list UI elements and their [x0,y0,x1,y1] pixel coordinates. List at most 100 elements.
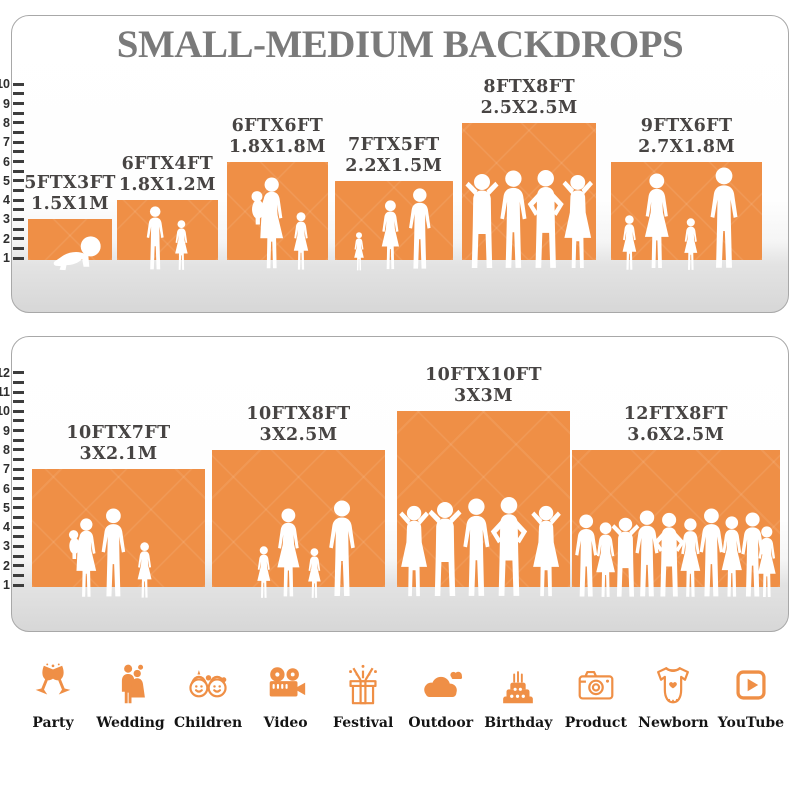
ruler-number: 6 [3,154,10,169]
ruler-number: 5 [3,173,10,188]
category-row: Party Wedding Children Video Festival Outdoor… [16,662,788,731]
category-label-wedding: Wedding [96,715,165,731]
party-icon [30,662,76,708]
ruler-tick [13,198,24,202]
ruler-tick [13,390,24,394]
ruler-tick [13,82,24,86]
ruler-tick-minor [13,438,24,442]
ruler-tick [13,448,24,452]
category-wedding: Wedding [94,662,168,731]
ruler-number: 2 [3,231,10,246]
ruler-number: 3 [3,212,10,227]
festival-icon [340,662,386,708]
backdrop-label-6FTX4FT: 6FTX4FT 1.8X1.2M [57,154,277,196]
figure-man-silhouette [95,508,132,600]
ruler-number: 12 [0,365,10,380]
ruler-tick-minor [13,380,24,384]
backdrop-size-m: 1.5X1M [31,194,109,215]
backdrop-size-ft: 6FTX6FT [231,115,324,136]
ruler-tick-minor [13,246,24,250]
ruler-number: 11 [0,385,10,399]
ruler-number: 8 [3,442,10,457]
ruler-tick [13,564,24,568]
category-birthday: Birthday [481,662,555,731]
category-youtube: YouTube [714,662,788,731]
outdoor-icon [418,662,464,708]
category-label-youtube: YouTube [717,715,785,731]
ruler-tick [13,506,24,510]
ruler-tick-minor [13,92,24,96]
backdrop-rect-9FTX6FT [611,161,763,260]
figure-girl-silhouette [680,218,702,272]
ruler-tick [13,256,24,260]
ruler-tick-minor [13,208,24,212]
figure-womanup-silhouette [555,173,601,272]
ruler-tick-minor [13,400,24,404]
figure-womanup-silhouette [524,504,568,600]
ruler-number: 7 [3,462,10,477]
ruler-number: 5 [3,500,10,515]
backdrop-label-12FTX8FT: 12FTX8FT 3.6X2.5M [566,404,786,446]
ruler-tick [13,409,24,413]
ruler-tick [13,467,24,471]
ruler-number: 8 [3,115,10,130]
ruler-number: 10 [0,404,10,419]
ruler-number: 2 [3,558,10,573]
ruler-tick-minor [13,477,24,481]
ruler-tick [13,140,24,144]
ruler-tick [13,583,24,587]
ruler-tick-minor [13,131,24,135]
figure-man-silhouette [322,500,362,600]
ruler-tick-minor [13,111,24,115]
children-icon [185,662,231,708]
birthday-icon [495,662,541,708]
backdrop-label-8FTX8FT: 8FTX8FT 2.5X2.5M [419,77,639,119]
figure-girl-silhouette [752,526,782,600]
figure-girl-silhouette [289,212,313,272]
video-icon [263,662,309,708]
backdrop-rect-10FTX8FT [212,449,385,587]
figure-man-silhouette [703,167,745,272]
ruler-number: 7 [3,135,10,150]
backdrop-label-5FTX3FT: 5FTX3FT 1.5X1M [0,173,180,215]
category-label-party: Party [32,715,74,731]
category-label-outdoor: Outdoor [408,715,474,731]
backdrop-rect-6FTX4FT [117,200,218,260]
category-label-birthday: Birthday [484,715,553,731]
ruler-number: 1 [3,578,10,592]
figure-girl-silhouette [171,220,192,272]
page-title: SMALL-MEDIUM BACKDROPS [116,23,684,66]
figure-baby-silhouette [47,234,102,272]
category-label-product: Product [564,715,627,731]
backdrop-label-7FTX5FT: 7FTX5FT 2.2X1.5M [284,135,504,177]
category-children: Children [171,662,245,731]
ruler-tick-minor [13,419,24,423]
ruler-tick [13,429,24,433]
ruler-number: 9 [3,423,10,438]
ruler-tick [13,102,24,106]
backdrop-size-m: 2.2X1.5M [345,155,443,176]
ruler-number: 4 [3,520,10,535]
figure-woman-silhouette [270,508,307,600]
backdrop-label-6FTX6FT: 6FTX6FT 1.8X1.8M [167,116,387,158]
figure-woman-silhouette [376,200,405,272]
figure-girl-silhouette [351,232,367,272]
ruler-number: 4 [3,193,10,208]
ruler-tick-minor [13,554,24,558]
backdrop-size-ft: 7FTX5FT [347,134,440,155]
ruler-tick-minor [13,515,24,519]
ruler-tick [13,179,24,183]
backdrop-size-m: 3.6X2.5M [627,424,725,445]
ruler-tick-minor [13,150,24,154]
backdrop-label-9FTX6FT: 9FTX6FT 2.7X1.8M [577,116,797,158]
youtube-icon [728,662,774,708]
ruler-number: 3 [3,539,10,554]
ruler-tick-minor [13,573,24,577]
ruler-tick-minor [13,458,24,462]
ruler-tick-minor [13,169,24,173]
figure-woman-silhouette [637,173,677,272]
ruler-tick [13,160,24,163]
backdrop-size-m: 1.8X1.8M [228,136,326,157]
category-label-festival: Festival [333,715,394,731]
